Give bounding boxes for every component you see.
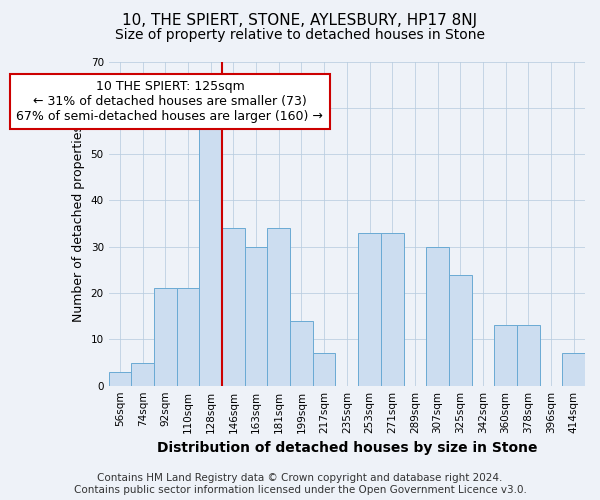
Bar bbox=[449, 274, 472, 386]
Bar bbox=[154, 288, 177, 386]
Bar bbox=[131, 362, 154, 386]
Bar bbox=[177, 288, 199, 386]
Bar bbox=[290, 321, 313, 386]
Y-axis label: Number of detached properties: Number of detached properties bbox=[72, 125, 85, 322]
Bar bbox=[245, 246, 268, 386]
Bar bbox=[562, 354, 585, 386]
Bar bbox=[268, 228, 290, 386]
Bar bbox=[313, 354, 335, 386]
Bar bbox=[494, 326, 517, 386]
Bar bbox=[222, 228, 245, 386]
Bar bbox=[199, 117, 222, 386]
Bar bbox=[358, 233, 381, 386]
Text: 10 THE SPIERT: 125sqm
← 31% of detached houses are smaller (73)
67% of semi-deta: 10 THE SPIERT: 125sqm ← 31% of detached … bbox=[16, 80, 323, 123]
X-axis label: Distribution of detached houses by size in Stone: Distribution of detached houses by size … bbox=[157, 441, 537, 455]
Bar bbox=[426, 246, 449, 386]
Text: Contains HM Land Registry data © Crown copyright and database right 2024.
Contai: Contains HM Land Registry data © Crown c… bbox=[74, 474, 526, 495]
Bar bbox=[109, 372, 131, 386]
Text: Size of property relative to detached houses in Stone: Size of property relative to detached ho… bbox=[115, 28, 485, 42]
Text: 10, THE SPIERT, STONE, AYLESBURY, HP17 8NJ: 10, THE SPIERT, STONE, AYLESBURY, HP17 8… bbox=[122, 12, 478, 28]
Bar bbox=[381, 233, 404, 386]
Bar bbox=[517, 326, 539, 386]
